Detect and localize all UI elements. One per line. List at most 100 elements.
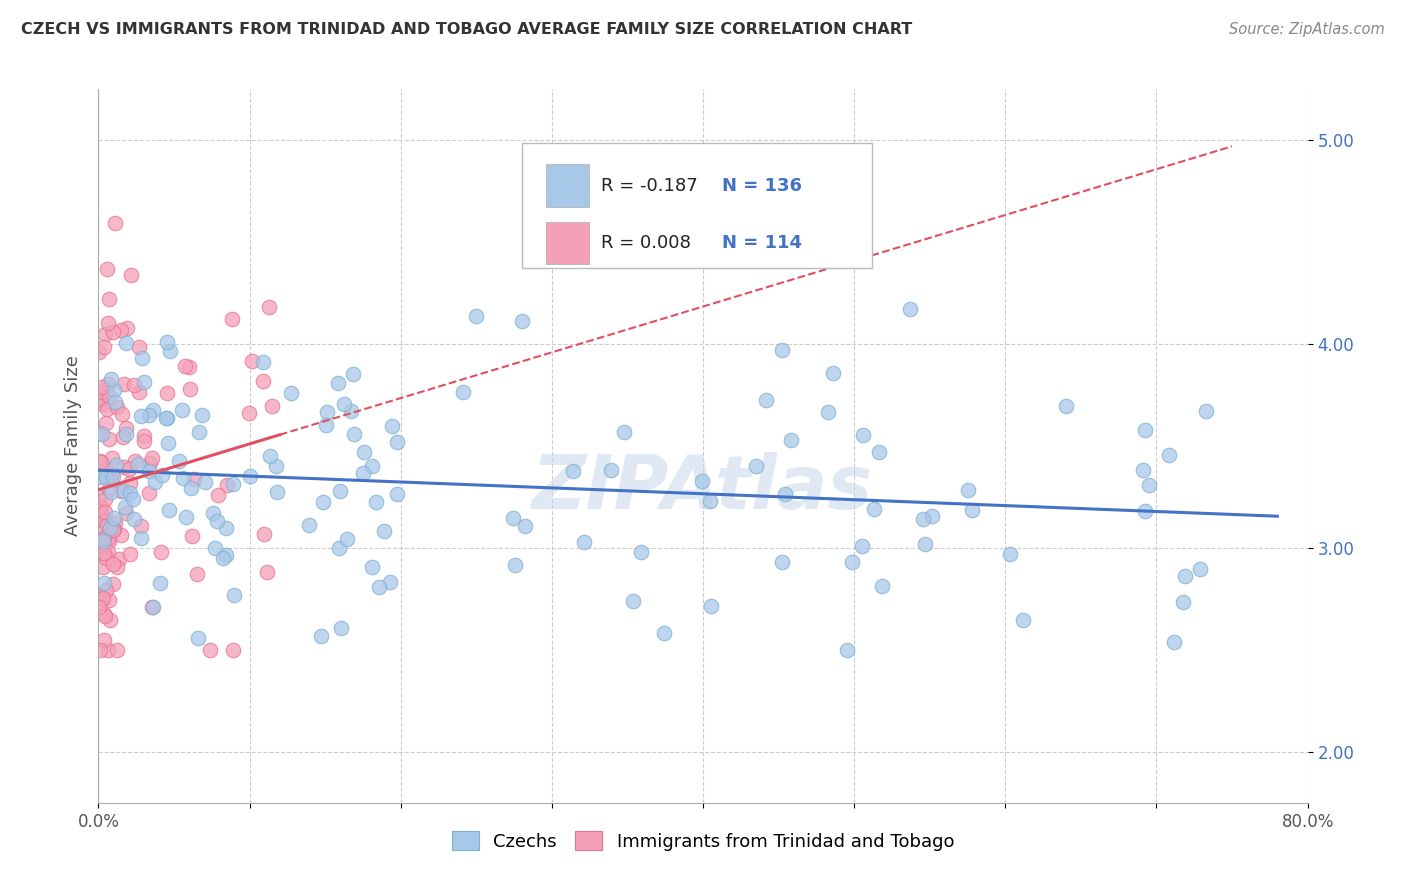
Point — [266, 459, 288, 474]
Point — [114, 500, 136, 514]
Point — [157, 503, 180, 517]
Point — [129, 519, 152, 533]
Point — [745, 458, 768, 473]
Point — [224, 588, 246, 602]
Point — [1163, 635, 1185, 649]
Point — [215, 477, 238, 491]
Point — [364, 495, 387, 509]
Point — [97, 377, 120, 392]
Point — [353, 445, 375, 459]
Point — [252, 355, 274, 369]
Point — [128, 340, 150, 354]
Point — [105, 560, 128, 574]
Point — [142, 402, 165, 417]
Point — [599, 463, 621, 477]
Point — [89, 643, 111, 657]
Point — [141, 600, 163, 615]
Point — [90, 385, 112, 400]
Point — [381, 418, 404, 433]
Point — [100, 473, 122, 487]
Point — [221, 312, 243, 326]
Point — [112, 377, 135, 392]
Point — [155, 411, 177, 425]
Point — [253, 527, 276, 541]
Point — [97, 531, 120, 545]
Point — [110, 483, 132, 498]
Point — [94, 608, 117, 623]
Text: ZIPAtlas: ZIPAtlas — [533, 452, 873, 525]
Point — [89, 345, 111, 359]
Point — [91, 427, 114, 442]
Point — [343, 426, 366, 441]
Point — [134, 376, 156, 390]
Point — [333, 397, 356, 411]
Point — [852, 428, 875, 442]
Point — [89, 536, 111, 550]
Point — [91, 533, 114, 548]
Point — [120, 547, 142, 561]
Point — [911, 512, 934, 526]
Point — [93, 531, 115, 545]
Point — [222, 477, 245, 491]
Point — [122, 378, 145, 392]
Point — [1133, 504, 1156, 518]
Point — [240, 354, 263, 368]
Point — [105, 400, 128, 414]
Point — [94, 583, 117, 598]
Point — [1139, 478, 1161, 492]
Point — [101, 325, 124, 339]
Point — [464, 309, 486, 323]
Point — [181, 529, 204, 543]
Point — [97, 643, 120, 657]
Point — [510, 314, 533, 328]
Point — [200, 643, 222, 657]
Point — [132, 434, 155, 449]
Point — [186, 567, 208, 582]
Point — [103, 522, 125, 536]
Point — [94, 551, 117, 566]
Point — [207, 488, 229, 502]
Point — [342, 367, 364, 381]
Point — [1133, 423, 1156, 437]
Text: R = -0.187: R = -0.187 — [602, 177, 699, 194]
Point — [108, 552, 131, 566]
Point — [654, 626, 676, 640]
Point — [98, 613, 121, 627]
Point — [98, 389, 121, 403]
Point — [141, 450, 163, 465]
Point — [105, 643, 128, 657]
Point — [309, 629, 332, 643]
Text: CZECH VS IMMIGRANTS FROM TRINIDAD AND TOBAGO AVERAGE FAMILY SIZE CORRELATION CHA: CZECH VS IMMIGRANTS FROM TRINIDAD AND TO… — [21, 22, 912, 37]
Point — [257, 300, 280, 314]
Point — [97, 534, 120, 549]
Point — [90, 538, 112, 552]
Point — [94, 417, 117, 431]
Point — [870, 579, 893, 593]
Point — [96, 470, 118, 484]
Point — [914, 537, 936, 551]
Point — [129, 409, 152, 424]
Point — [93, 512, 115, 526]
Point — [138, 486, 160, 500]
Point — [156, 411, 179, 425]
Point — [215, 548, 238, 562]
Y-axis label: Average Family Size: Average Family Size — [63, 356, 82, 536]
Point — [172, 471, 194, 485]
Point — [329, 621, 352, 635]
Point — [100, 451, 122, 466]
Point — [89, 470, 111, 484]
Point — [453, 385, 475, 400]
Point — [1132, 463, 1154, 477]
Point — [921, 509, 943, 524]
Point — [998, 548, 1021, 562]
Point — [98, 432, 121, 446]
Point — [187, 631, 209, 645]
Point — [621, 594, 644, 608]
Point — [112, 430, 135, 444]
Point — [114, 483, 136, 498]
Point — [132, 429, 155, 443]
Point — [89, 426, 111, 441]
Point — [194, 475, 217, 490]
Point — [96, 462, 118, 476]
Point — [562, 464, 585, 478]
